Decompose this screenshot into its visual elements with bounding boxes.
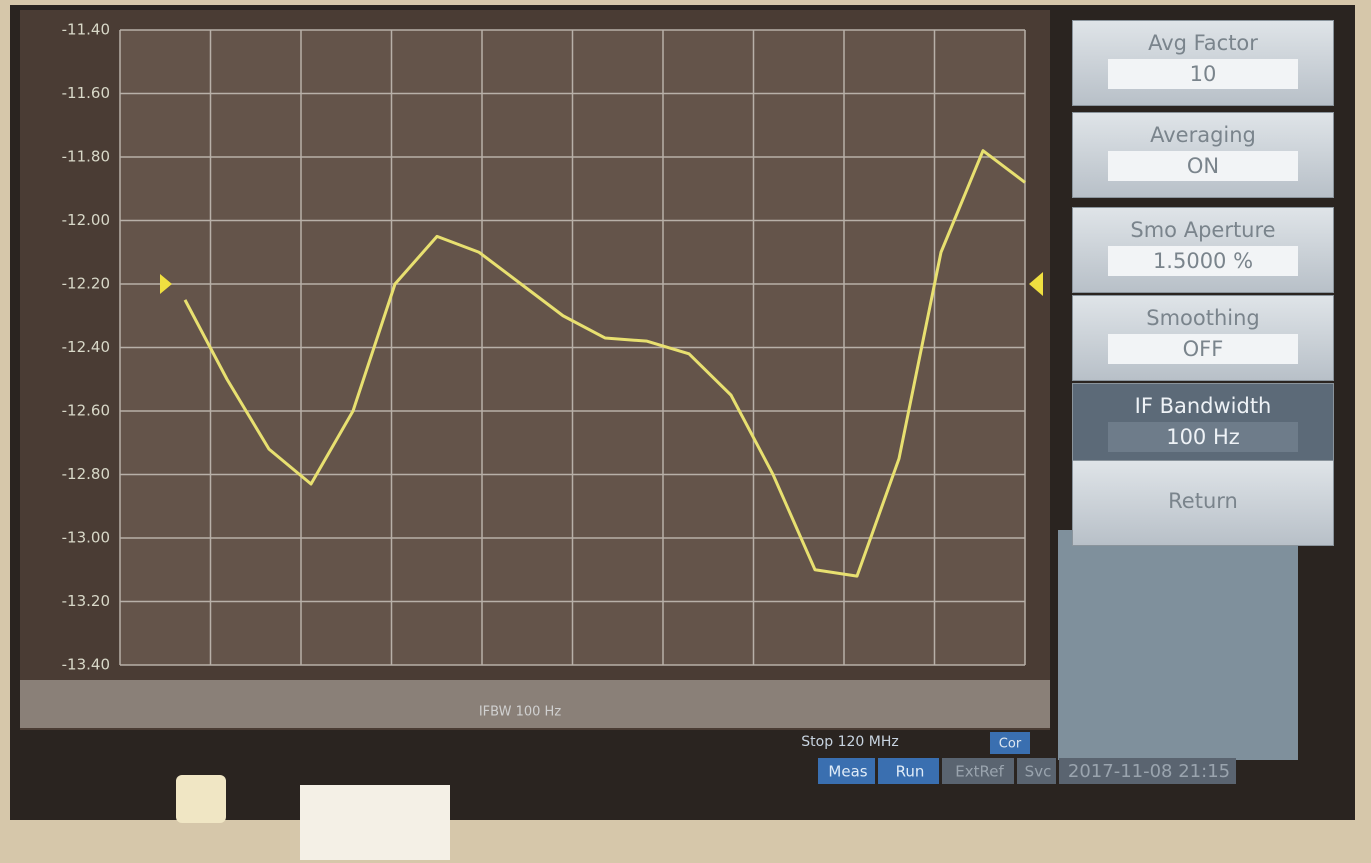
status-text: Svc <box>1025 763 1052 781</box>
softkey[interactable]: Avg Factor 10 <box>1072 20 1334 106</box>
softkey-value: OFF <box>1108 334 1298 364</box>
status-text: ExtRef <box>955 763 1004 781</box>
y-tick-label: -12.60 <box>62 402 110 420</box>
y-tick-label: -11.40 <box>62 21 110 39</box>
page: IFBW 100 Hz Stop 120 MHz Cor -11.40 -11.6… <box>0 0 1371 863</box>
y-tick-label: -13.00 <box>62 529 110 547</box>
y-tick-label: -11.60 <box>62 84 110 102</box>
softkey[interactable]: Averaging ON <box>1072 112 1334 198</box>
calibration-sticker <box>300 785 450 860</box>
power-button[interactable] <box>176 775 226 823</box>
softkey-label: IF Bandwidth <box>1073 394 1333 418</box>
ifbw-label: IFBW 100 Hz <box>479 705 561 720</box>
y-tick-label: -13.20 <box>62 592 110 610</box>
softkey-label: Avg Factor <box>1073 31 1333 55</box>
softkey-value: ON <box>1108 151 1298 181</box>
softkey-label: Smoothing <box>1073 306 1333 330</box>
cor-label: Cor <box>999 737 1022 752</box>
softkey-label: Return <box>1073 489 1333 513</box>
softkey-label: Averaging <box>1073 123 1333 147</box>
softkey[interactable]: Return <box>1072 460 1334 546</box>
y-tick-label: -12.00 <box>62 211 110 229</box>
softkey-label: Smo Aperture <box>1073 218 1333 242</box>
y-tick-label: -11.80 <box>62 148 110 166</box>
softkey[interactable]: Smoothing OFF <box>1072 295 1334 381</box>
y-tick-label: -12.80 <box>62 465 110 483</box>
status-text: 2017-11-08 21:15 <box>1068 761 1230 782</box>
softkey[interactable]: Smo Aperture 1.5000 % <box>1072 207 1334 293</box>
status-text: Meas <box>828 763 867 781</box>
y-tick-label: -13.40 <box>62 656 110 674</box>
softkey-value: 1.5000 % <box>1108 246 1298 276</box>
stop-label: Stop 120 MHz <box>801 734 898 750</box>
softkey[interactable]: IF Bandwidth 100 Hz <box>1072 383 1334 469</box>
y-tick-label: -12.20 <box>62 275 110 293</box>
status-text: Run <box>896 763 925 781</box>
y-tick-label: -12.40 <box>62 338 110 356</box>
softkey-value: 100 Hz <box>1108 422 1298 452</box>
softkey-blank <box>1058 530 1298 760</box>
softkey-value: 10 <box>1108 59 1298 89</box>
